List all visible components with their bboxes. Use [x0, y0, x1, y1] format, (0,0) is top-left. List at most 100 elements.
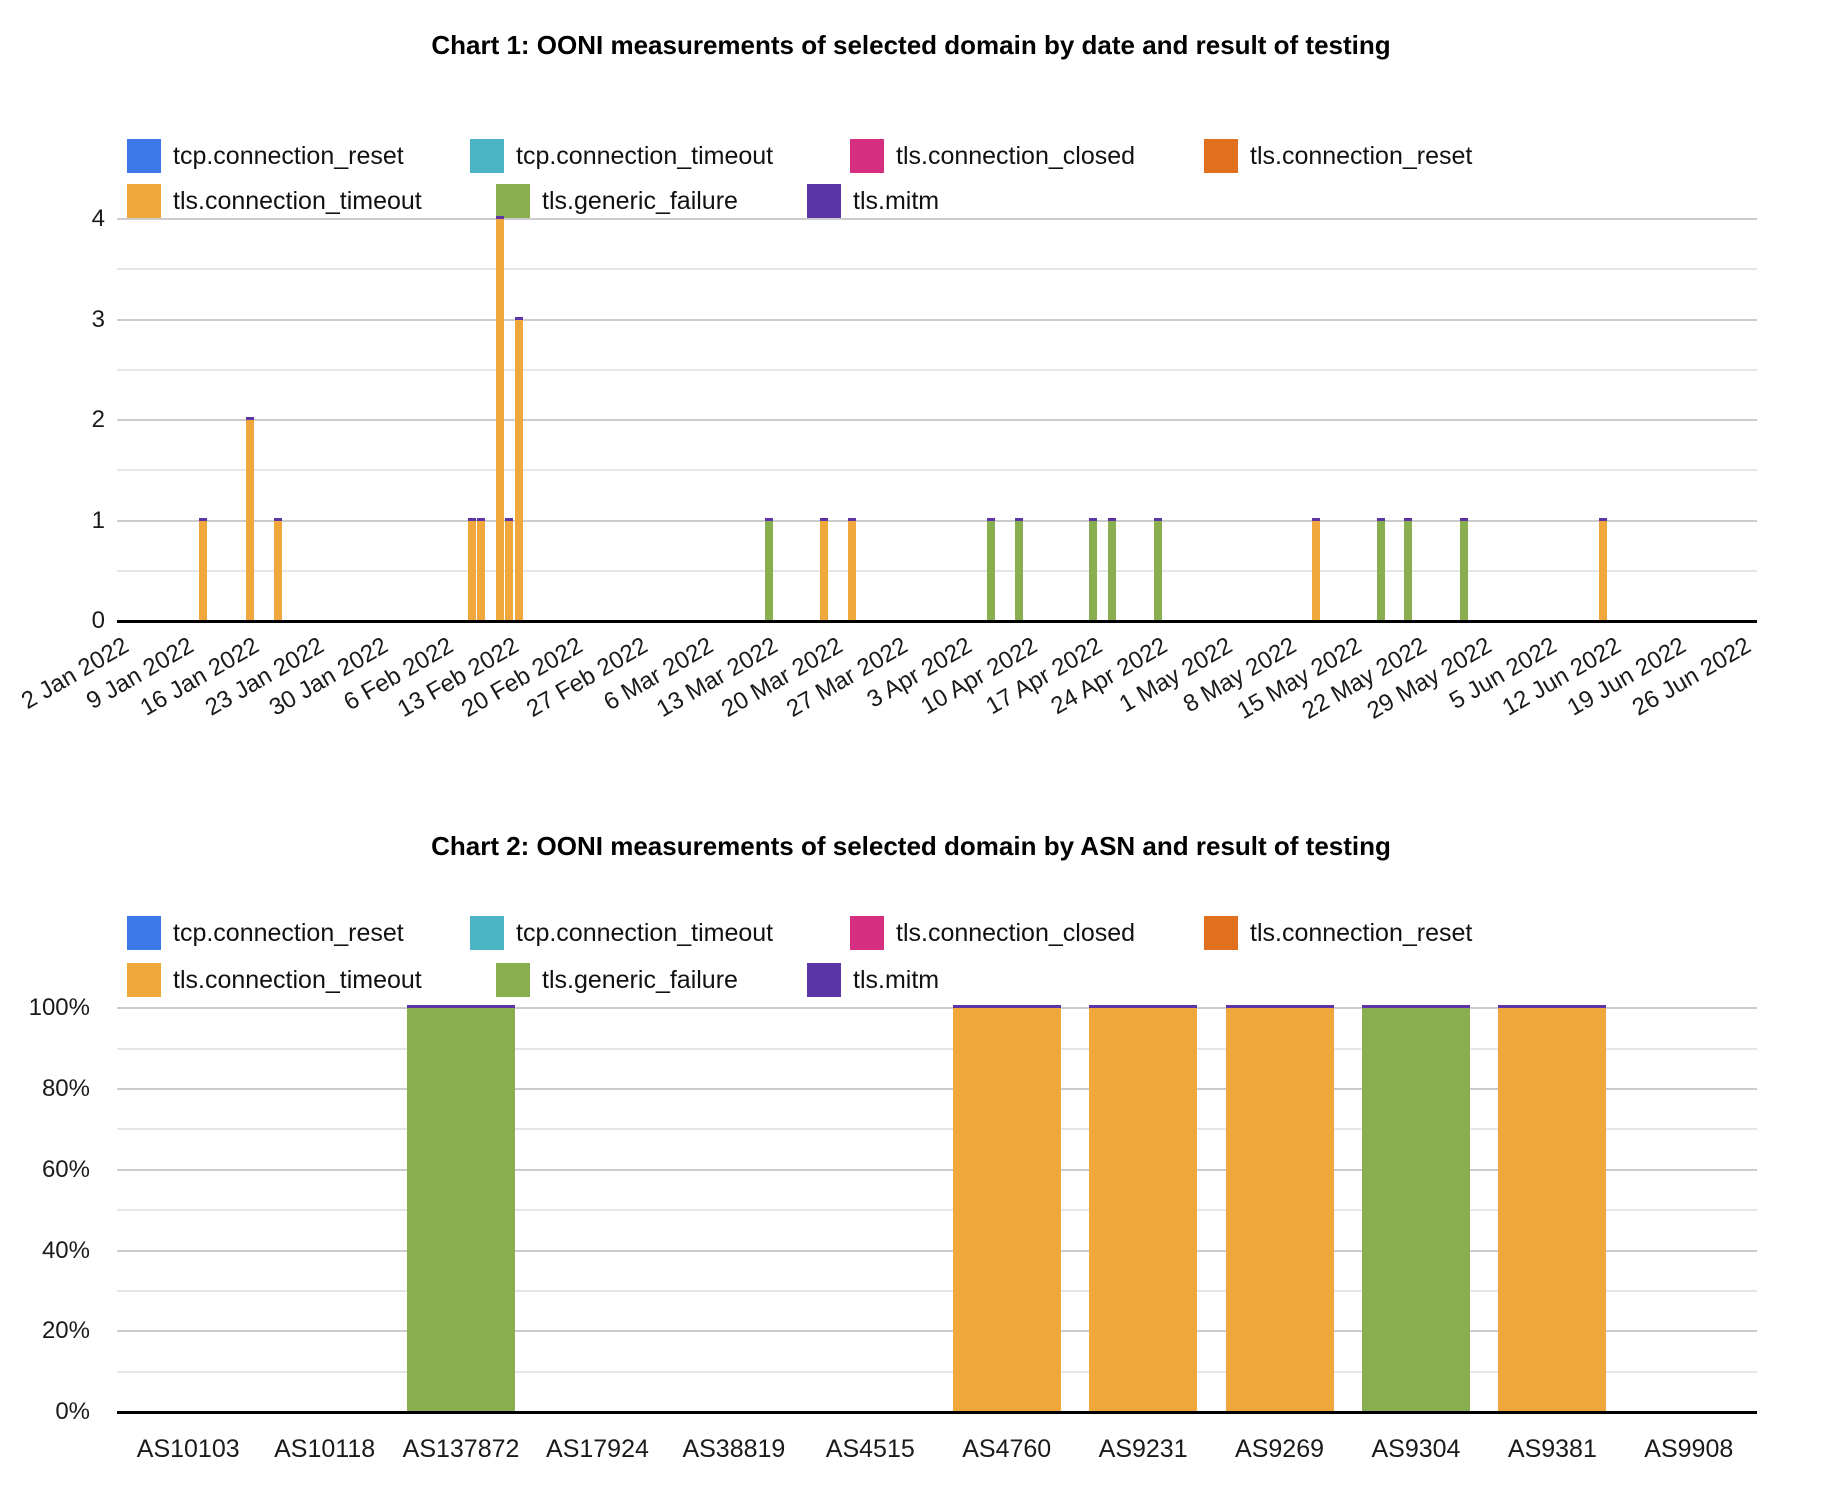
- chart2-category-label-AS17924: AS17924: [546, 1435, 649, 1463]
- chart2-title: Chart 2: OONI measurements of selected d…: [431, 831, 1391, 861]
- legend-label: tls.mitm: [853, 187, 940, 215]
- chart2-category-label-AS9231: AS9231: [1098, 1435, 1188, 1463]
- chart1-bar-14-Feb-2022[interactable]: [514, 316, 523, 621]
- legend-label: tls.connection_reset: [1250, 919, 1473, 947]
- chart1-gridline: [117, 218, 1757, 220]
- legend-swatch-icon: [1204, 916, 1238, 950]
- chart1-bar-10-Feb-2022[interactable]: [477, 517, 486, 621]
- legend-label: tcp.connection_timeout: [516, 919, 774, 947]
- chart2-gridline: [117, 1330, 1757, 1333]
- chart2-gridline: [117, 1168, 1757, 1171]
- chart1-bar-cap: [1376, 517, 1385, 521]
- chart1-bar-11-Jan-2022[interactable]: [199, 517, 208, 621]
- chart1-bar-cap: [1107, 517, 1116, 521]
- chart1-y-tick-label: 3: [91, 305, 105, 333]
- chart2-gridline: [117, 1128, 1757, 1131]
- chart2-category-label-AS38819: AS38819: [682, 1435, 786, 1463]
- chart2-gridline: [117, 1088, 1757, 1090]
- chart1-bar-27-May-2022[interactable]: [1459, 517, 1468, 621]
- chart2-category-label-AS137872: AS137872: [402, 1435, 520, 1463]
- chart2-category-label-AS9381: AS9381: [1507, 1435, 1597, 1463]
- chart1-bar-17-Apr-2022[interactable]: [1089, 517, 1098, 621]
- chart2-bar-AS9231[interactable]: [1089, 1005, 1198, 1412]
- legend-swatch-icon: [850, 916, 884, 950]
- chart2-category-label-AS9269: AS9269: [1235, 1435, 1325, 1463]
- chart1-bar-11-Jun-2022[interactable]: [1598, 517, 1607, 621]
- chart2-bar-cap: [952, 1005, 1061, 1009]
- chart2-bar-cap: [407, 1005, 516, 1009]
- legend-swatch-icon: [127, 916, 161, 950]
- chart1-gridline: [117, 469, 1757, 472]
- chart2-y-tick-label: 20%: [41, 1317, 90, 1345]
- chart1-bar-19-Jan-2022[interactable]: [273, 517, 282, 621]
- legend-swatch-icon: [127, 139, 161, 173]
- legend-label: tcp.connection_reset: [173, 142, 404, 170]
- legend-label: tls.mitm: [853, 966, 940, 994]
- chart1-gridline: [117, 569, 1757, 572]
- chart1-bar-cap: [273, 517, 282, 521]
- chart2-bar-cap: [1361, 1005, 1470, 1009]
- chart2-bar-AS4760[interactable]: [952, 1005, 1061, 1412]
- chart2-gridline: [117, 1249, 1757, 1252]
- chart1-bar-cap: [245, 417, 254, 420]
- legend-swatch-icon: [127, 184, 161, 218]
- chart2-bar-AS9381[interactable]: [1498, 1005, 1607, 1412]
- chart1-bar-6-Apr-2022[interactable]: [987, 517, 996, 621]
- chart2-y-tick-label: 40%: [41, 1236, 90, 1264]
- chart1-gridline: [117, 318, 1757, 321]
- chart2-category-label-AS10118: AS10118: [274, 1435, 376, 1463]
- chart2-category-label-AS4760: AS4760: [962, 1435, 1052, 1463]
- legend-label: tls.generic_failure: [542, 187, 738, 215]
- legend-label: tls.connection_timeout: [173, 966, 422, 994]
- chart1-bar-cap: [514, 316, 523, 320]
- legend-label: tls.connection_reset: [1250, 142, 1473, 170]
- chart2-bar-cap: [1089, 1005, 1198, 1009]
- chart1-bar-16-Jan-2022[interactable]: [245, 417, 254, 621]
- chart2-y-tick-label: 0%: [55, 1398, 90, 1425]
- chart1-bar-cap: [1311, 517, 1320, 521]
- chart1-y-tick-label: 2: [91, 406, 105, 433]
- chart1-bar-cap: [505, 517, 514, 521]
- legend-swatch-icon: [496, 963, 530, 997]
- chart1-bar-24-Apr-2022[interactable]: [1154, 517, 1163, 621]
- chart1-bar-cap: [1598, 517, 1607, 521]
- chart1-y-tick-label: 4: [91, 205, 105, 232]
- legend-swatch-icon: [807, 184, 841, 218]
- chart2-x-axis-line: [117, 1411, 1757, 1414]
- chart1-gridline: [117, 268, 1757, 271]
- chart1-bar-9-Feb-2022[interactable]: [468, 517, 477, 621]
- chart1-bar-19-Apr-2022[interactable]: [1107, 517, 1116, 621]
- chart1-bar-19-Mar-2022[interactable]: [820, 517, 829, 621]
- chart2-gridline: [117, 1289, 1757, 1292]
- chart1-title: Chart 1: OONI measurements of selected d…: [431, 30, 1391, 60]
- legend-swatch-icon: [127, 963, 161, 997]
- chart1-bar-cap: [1404, 517, 1413, 521]
- chart2-category-label-AS4515: AS4515: [825, 1435, 915, 1463]
- legend-label: tls.connection_closed: [896, 142, 1136, 170]
- chart2-category-label-AS9908: AS9908: [1644, 1435, 1734, 1463]
- chart1-bar-cap: [848, 517, 857, 521]
- chart2-bar-AS137872[interactable]: [407, 1005, 516, 1412]
- legend-swatch-icon: [850, 139, 884, 173]
- legend-swatch-icon: [496, 184, 530, 218]
- legend-swatch-icon: [1204, 139, 1238, 173]
- legend-swatch-icon: [470, 139, 504, 173]
- chart1-y-tick-label: 0: [91, 607, 105, 634]
- chart1-bar-12-Feb-2022[interactable]: [496, 216, 504, 621]
- chart1-bar-21-May-2022[interactable]: [1404, 517, 1413, 621]
- chart1-bar-cap: [477, 517, 486, 521]
- chart1-x-axis-line: [117, 620, 1757, 623]
- legend-label: tls.connection_timeout: [173, 187, 422, 215]
- chart1-bar-13-Feb-2022[interactable]: [505, 517, 514, 621]
- chart1-bar-13-Mar-2022[interactable]: [764, 517, 773, 621]
- chart2-gridline: [117, 1209, 1757, 1212]
- chart1-bar-18-May-2022[interactable]: [1376, 517, 1385, 621]
- chart1-bar-22-Mar-2022[interactable]: [848, 517, 857, 621]
- chart2-bar-AS9269[interactable]: [1225, 1005, 1334, 1412]
- chart2-bar-AS9304[interactable]: [1361, 1005, 1470, 1412]
- chart1-bar-9-Apr-2022[interactable]: [1015, 517, 1024, 621]
- chart1-bar-cap: [1459, 517, 1468, 521]
- chart1-bar-cap: [468, 517, 477, 521]
- chart1-bar-11-May-2022[interactable]: [1311, 517, 1320, 621]
- chart1-bar-cap: [820, 517, 829, 521]
